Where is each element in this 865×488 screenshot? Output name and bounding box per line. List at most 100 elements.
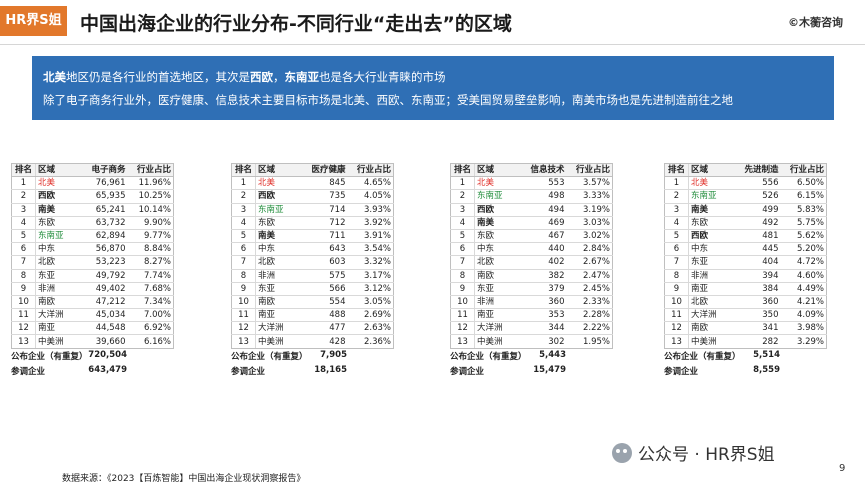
rank-cell: 7 (450, 255, 475, 270)
industry-table: 排名 区域 先进制造 行业占比 1 北美 556 6.50% 2 东南亚 526 6.15% 3 南美 49… (664, 162, 827, 349)
share-cell: 4.72% (780, 255, 827, 270)
table-header-cell: 行业占比 (780, 162, 827, 178)
table-footer-line: 参调企业 8,559 (664, 365, 826, 377)
share-cell: 3.93% (347, 203, 394, 217)
rank-cell: 10 (664, 295, 689, 310)
value-cell: 65,241 (71, 203, 128, 217)
value-cell: 428 (291, 334, 348, 349)
rank-cell: 4 (450, 216, 475, 230)
table-row: 13 中美洲 428 2.36% (231, 334, 394, 349)
share-cell: 2.36% (347, 334, 394, 349)
table-row: 1 北美 845 4.65% (231, 176, 394, 191)
summary-keyword-southeast-asia: 东南亚 (284, 70, 320, 84)
industry-table: 排名 区域 医疗健康 行业占比 1 北美 845 4.65% 2 西欧 735 4.05% 3 东南亚 71… (231, 162, 394, 349)
region-cell: 大洋洲 (255, 321, 292, 336)
footer-label: 公布企业（有重复） (450, 352, 527, 362)
table-footer-line: 参调企业 643,479 (11, 365, 173, 377)
region-cell: 南欧 (35, 295, 72, 310)
footer-value: 5,443 (539, 350, 566, 360)
table-row: 13 中美洲 282 3.29% (664, 334, 827, 349)
table-row: 9 东亚 379 2.45% (450, 282, 613, 296)
table-row: 10 北欧 360 4.21% (664, 295, 827, 310)
share-cell: 7.74% (127, 269, 174, 283)
value-cell: 402 (510, 255, 567, 270)
share-cell: 6.50% (780, 176, 827, 191)
table-row: 11 南亚 353 2.28% (450, 308, 613, 323)
footer-label: 公布企业（有重复） (11, 352, 88, 362)
share-cell: 6.15% (780, 189, 827, 204)
table-row: 9 东亚 566 3.12% (231, 282, 394, 296)
value-cell: 712 (291, 216, 348, 230)
region-cell: 东亚 (474, 282, 511, 296)
share-cell: 4.09% (780, 308, 827, 323)
table-row: 13 中美洲 39,660 6.16% (11, 334, 174, 349)
table-header-row: 排名 区域 医疗健康 行业占比 (231, 162, 394, 178)
table-row: 3 西欧 494 3.19% (450, 203, 613, 217)
table-header-cell: 先进制造 (724, 162, 781, 178)
page-title: 中国出海企业的行业分布-不同行业“走出去”的区域 (80, 13, 512, 35)
share-cell: 2.28% (566, 308, 613, 323)
summary-text: ， (273, 70, 285, 84)
org-name: ©木蘅咨询 (788, 16, 843, 29)
share-cell: 2.84% (566, 242, 613, 257)
rank-cell: 10 (450, 295, 475, 310)
share-cell: 3.54% (347, 242, 394, 257)
region-cell: 南美 (35, 203, 72, 217)
value-cell: 382 (510, 269, 567, 283)
region-cell: 非洲 (474, 295, 511, 310)
rank-cell: 11 (231, 308, 256, 323)
value-cell: 494 (510, 203, 567, 217)
share-cell: 3.05% (347, 295, 394, 310)
share-cell: 6.92% (127, 321, 174, 336)
region-cell: 北美 (255, 176, 292, 191)
region-cell: 东欧 (688, 216, 725, 230)
rank-cell: 2 (450, 189, 475, 204)
region-cell: 大洋洲 (474, 321, 511, 336)
table-row: 12 南欧 341 3.98% (664, 321, 827, 336)
value-cell: 49,402 (71, 282, 128, 296)
share-cell: 3.32% (347, 255, 394, 270)
rank-cell: 1 (11, 176, 36, 191)
table-row: 5 东欧 467 3.02% (450, 229, 613, 244)
value-cell: 44,548 (71, 321, 128, 336)
share-cell: 1.95% (566, 334, 613, 349)
region-cell: 非洲 (35, 282, 72, 296)
summary-keyword-north-america: 北美 (43, 70, 66, 84)
value-cell: 63,732 (71, 216, 128, 230)
rank-cell: 13 (11, 334, 36, 349)
rank-cell: 10 (231, 295, 256, 310)
table-row: 11 大洋洲 350 4.09% (664, 308, 827, 323)
summary-line-2: 除了电子商务行业外，医疗健康、信息技术主要目标市场是北美、西欧、东南亚；受美国贸… (43, 93, 733, 107)
value-cell: 603 (291, 255, 348, 270)
value-cell: 735 (291, 189, 348, 204)
summary-keyword-west-europe: 西欧 (250, 70, 273, 84)
table-row: 4 东欧 63,732 9.90% (11, 216, 174, 230)
rank-cell: 1 (231, 176, 256, 191)
table-row: 7 北欧 53,223 8.27% (11, 255, 174, 270)
wechat-watermark: 公众号 · HR界S姐 (612, 440, 775, 465)
footer-value: 15,479 (533, 365, 566, 375)
region-cell: 北欧 (35, 255, 72, 270)
table-row: 10 非洲 360 2.33% (450, 295, 613, 310)
region-cell: 中美洲 (35, 334, 72, 349)
summary-line-1: 北美地区仍是各行业的首选地区，其次是西欧，东南亚也是各大行业青睐的市场 (43, 68, 834, 86)
share-cell: 7.00% (127, 308, 174, 323)
value-cell: 45,034 (71, 308, 128, 323)
value-cell: 404 (724, 255, 781, 270)
share-cell: 3.57% (566, 176, 613, 191)
footer-label: 公布企业（有重复） (231, 352, 308, 362)
value-cell: 481 (724, 229, 781, 244)
table-row: 7 东亚 404 4.72% (664, 255, 827, 270)
value-cell: 353 (510, 308, 567, 323)
rank-cell: 10 (11, 295, 36, 310)
table-header-cell: 医疗健康 (291, 162, 348, 178)
value-cell: 467 (510, 229, 567, 244)
table-footer-line: 公布企业（有重复） 720,504 (11, 350, 173, 362)
region-cell: 西欧 (474, 203, 511, 217)
region-cell: 东南亚 (474, 189, 511, 204)
share-cell: 3.92% (347, 216, 394, 230)
value-cell: 477 (291, 321, 348, 336)
rank-cell: 3 (11, 203, 36, 217)
region-cell: 中美洲 (255, 334, 292, 349)
rank-cell: 11 (450, 308, 475, 323)
